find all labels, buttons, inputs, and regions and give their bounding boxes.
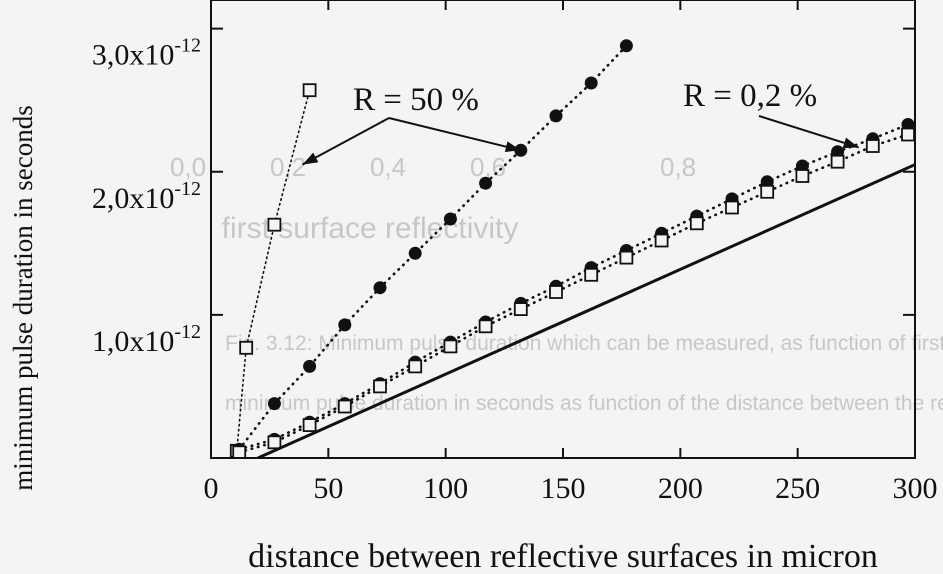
data-point	[901, 127, 915, 142]
data-point	[865, 139, 880, 153]
bleed-through-text: first surface reflectivity 0,0 0,2 0,4 0…	[170, 152, 943, 415]
arrow-head	[302, 152, 319, 165]
data-point	[654, 233, 669, 248]
data-point	[373, 379, 387, 394]
series-4	[257, 163, 915, 458]
annotation-layer: R = 50 % R = 0,2 %	[302, 78, 859, 166]
data-point	[549, 109, 563, 123]
data-point	[514, 143, 528, 157]
x-tick-label: 100	[423, 472, 468, 505]
y-axis-title: minimum pulse duration in seconds	[8, 105, 38, 490]
series-3	[232, 127, 915, 458]
data-point	[549, 285, 563, 299]
x-tick-label: 0	[204, 472, 219, 505]
series-1	[232, 39, 633, 456]
data-point	[302, 83, 317, 98]
data-point	[337, 399, 352, 414]
x-tick-label: 200	[658, 472, 703, 505]
data-point	[267, 435, 282, 450]
data-point	[619, 250, 634, 265]
data-point	[338, 318, 352, 332]
data-point	[408, 246, 422, 260]
annotation-arrow	[388, 117, 521, 152]
data-point	[478, 319, 493, 334]
data-point	[232, 445, 247, 458]
data-point	[239, 340, 254, 355]
arrow-head	[842, 137, 859, 149]
bleed-axis-title: first surface reflectivity	[222, 212, 519, 245]
annotation: R = 0,2 %	[683, 78, 859, 149]
data-point	[619, 39, 633, 53]
bleed-tick: 0,2	[270, 152, 306, 182]
bleed-tick: 0,6	[470, 152, 506, 182]
x-tick-label: 150	[541, 472, 586, 505]
y-tick-exponent: -12	[174, 35, 201, 57]
plot-area: 0 50 100 150 200 250 300 1,0x10-122,0x10-123,0…	[92, 0, 938, 505]
annotation-arrow	[758, 115, 859, 149]
data-point	[267, 217, 282, 232]
y-tick-label: 3,0x10-12	[92, 35, 201, 72]
y-tick-exponent: -12	[174, 178, 201, 200]
data-point	[408, 359, 423, 374]
arrow-head	[504, 141, 521, 153]
data-point	[795, 169, 810, 183]
bleed-tick: 0,0	[170, 152, 206, 182]
annotation-label: R = 0,2 %	[683, 78, 817, 114]
y-tick-exponent: -12	[174, 321, 201, 343]
data-point	[584, 267, 599, 282]
data-point	[479, 176, 493, 190]
data-point	[760, 184, 775, 199]
x-tick-label: 300	[893, 472, 938, 505]
y-tick-mantissa: 1,0x10	[92, 325, 175, 358]
data-point	[303, 359, 317, 373]
y-tick-mantissa: 3,0x10	[92, 39, 175, 72]
x-tick-label: 50	[313, 472, 343, 505]
y-tick-mantissa: 2,0x10	[92, 182, 175, 215]
series-line	[257, 163, 915, 458]
x-tick-label: 250	[775, 472, 820, 505]
data-point	[830, 154, 845, 169]
y-tick-label: 1,0x10-12	[92, 321, 201, 358]
bleed-caption: minimum pulse duration in seconds as fun…	[225, 392, 943, 415]
annotation: R = 50 %	[302, 82, 521, 166]
series-layer	[229, 39, 915, 458]
bleed-tick: 0,4	[370, 152, 406, 182]
series-line	[235, 89, 311, 452]
y-tick-label: 2,0x10-12	[92, 178, 201, 215]
data-point	[373, 281, 387, 295]
annotation-arrow	[302, 117, 390, 166]
data-point	[584, 76, 598, 90]
y-ticks: 1,0x10-122,0x10-123,0x10-12	[92, 27, 915, 358]
bleed-tick: 0,8	[660, 152, 696, 182]
data-point	[443, 339, 458, 354]
data-point	[267, 397, 281, 411]
data-point	[302, 418, 317, 433]
annotation-label: R = 50 %	[353, 82, 479, 118]
x-axis-title: distance between reflective surfaces in …	[248, 538, 878, 574]
data-point	[443, 212, 457, 226]
x-ticks: 0 50 100 150 200 250 300	[204, 0, 938, 505]
data-point	[513, 302, 528, 317]
series-line	[237, 44, 628, 451]
bleed-caption: Fig. 3.12: Minimum pulse duration which …	[225, 332, 943, 355]
data-point	[689, 216, 704, 231]
data-point	[725, 200, 739, 215]
